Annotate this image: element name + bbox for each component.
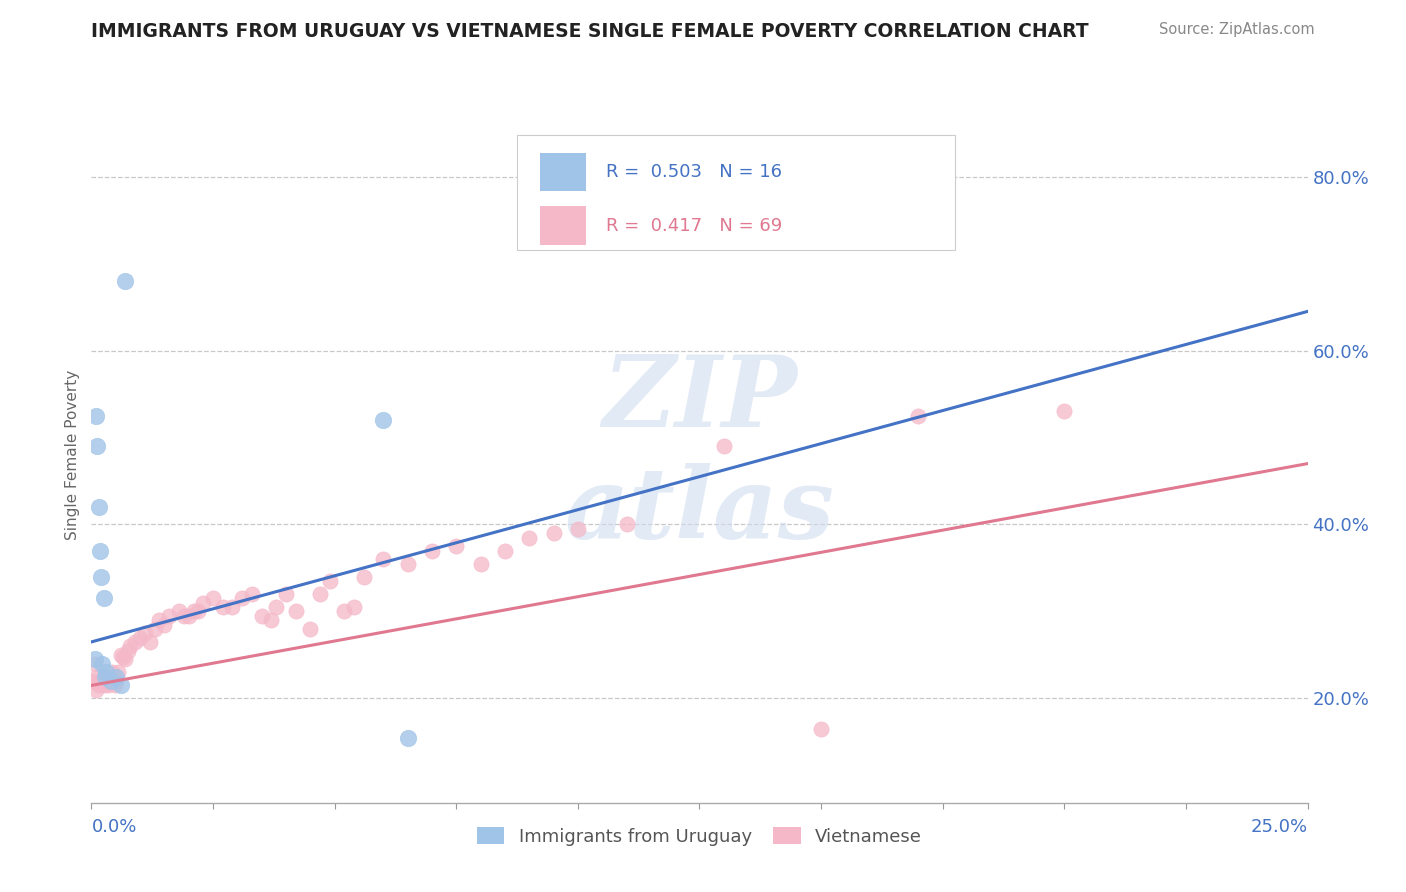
Point — [396, 557, 419, 571]
Point — [260, 613, 283, 627]
Point — [101, 665, 124, 680]
Point — [84, 652, 107, 666]
Point — [91, 673, 114, 687]
Point — [231, 591, 253, 606]
Point — [616, 517, 638, 532]
Text: ZIP
atlas: ZIP atlas — [564, 351, 835, 559]
Point — [84, 682, 107, 697]
Point — [373, 413, 395, 427]
Point — [124, 635, 146, 649]
Point — [396, 731, 419, 745]
Point — [94, 670, 117, 684]
Point — [494, 543, 516, 558]
Point — [90, 570, 112, 584]
Point — [86, 670, 108, 684]
Point — [353, 570, 375, 584]
Point — [517, 531, 540, 545]
Point — [129, 631, 152, 645]
Point — [111, 649, 134, 664]
Point — [96, 670, 118, 684]
Point — [87, 500, 110, 514]
Point — [93, 591, 115, 606]
Point — [94, 674, 117, 689]
Point — [1053, 404, 1076, 418]
Point — [114, 274, 136, 288]
Point — [444, 539, 467, 553]
Text: R =  0.417   N = 69: R = 0.417 N = 69 — [606, 217, 782, 235]
Text: IMMIGRANTS FROM URUGUAY VS VIETNAMESE SINGLE FEMALE POVERTY CORRELATION CHART: IMMIGRANTS FROM URUGUAY VS VIETNAMESE SI… — [91, 22, 1090, 41]
Point — [264, 600, 287, 615]
Point — [94, 665, 117, 680]
Point — [91, 657, 114, 671]
Point — [193, 596, 215, 610]
Point — [333, 605, 356, 619]
Point — [94, 670, 117, 684]
Point — [284, 605, 307, 619]
Point — [89, 674, 111, 689]
Point — [177, 608, 200, 623]
FancyBboxPatch shape — [517, 135, 955, 250]
Point — [543, 526, 565, 541]
Text: 25.0%: 25.0% — [1250, 818, 1308, 836]
Point — [104, 678, 127, 692]
Point — [343, 600, 366, 615]
Y-axis label: Single Female Poverty: Single Female Poverty — [65, 370, 80, 540]
Point — [167, 605, 190, 619]
Point — [153, 617, 176, 632]
Point — [104, 674, 127, 689]
Point — [420, 543, 443, 558]
Point — [89, 543, 111, 558]
Point — [104, 670, 127, 684]
Point — [470, 557, 492, 571]
Point — [90, 675, 112, 690]
Point — [100, 674, 122, 689]
Point — [98, 670, 121, 684]
Point — [117, 643, 139, 657]
Text: R =  0.503   N = 16: R = 0.503 N = 16 — [606, 162, 782, 181]
Point — [107, 665, 129, 680]
Point — [713, 439, 735, 453]
Point — [274, 587, 297, 601]
Point — [567, 522, 589, 536]
Point — [100, 674, 122, 689]
Point — [97, 678, 120, 692]
FancyBboxPatch shape — [540, 206, 586, 244]
Point — [250, 608, 273, 623]
Point — [84, 657, 107, 671]
Point — [148, 613, 170, 627]
Point — [83, 674, 105, 689]
Point — [120, 639, 142, 653]
Point — [240, 587, 263, 601]
Point — [143, 622, 166, 636]
Point — [187, 605, 209, 619]
Point — [810, 722, 832, 736]
Point — [221, 600, 243, 615]
Text: 0.0%: 0.0% — [91, 818, 136, 836]
Point — [86, 439, 108, 453]
Point — [114, 652, 136, 666]
Point — [907, 409, 929, 423]
Point — [93, 678, 115, 692]
Point — [103, 670, 125, 684]
Legend: Immigrants from Uruguay, Vietnamese: Immigrants from Uruguay, Vietnamese — [470, 821, 929, 853]
Point — [373, 552, 395, 566]
Point — [110, 648, 132, 662]
Point — [84, 409, 107, 423]
Text: Source: ZipAtlas.com: Source: ZipAtlas.com — [1159, 22, 1315, 37]
Point — [173, 608, 195, 623]
Point — [110, 678, 132, 692]
FancyBboxPatch shape — [540, 153, 586, 191]
Point — [211, 600, 233, 615]
Point — [319, 574, 342, 588]
Point — [183, 605, 205, 619]
Point — [299, 622, 322, 636]
Point — [309, 587, 332, 601]
Point — [87, 678, 110, 692]
Point — [157, 608, 180, 623]
Point — [202, 591, 225, 606]
Point — [134, 626, 156, 640]
Point — [139, 635, 162, 649]
